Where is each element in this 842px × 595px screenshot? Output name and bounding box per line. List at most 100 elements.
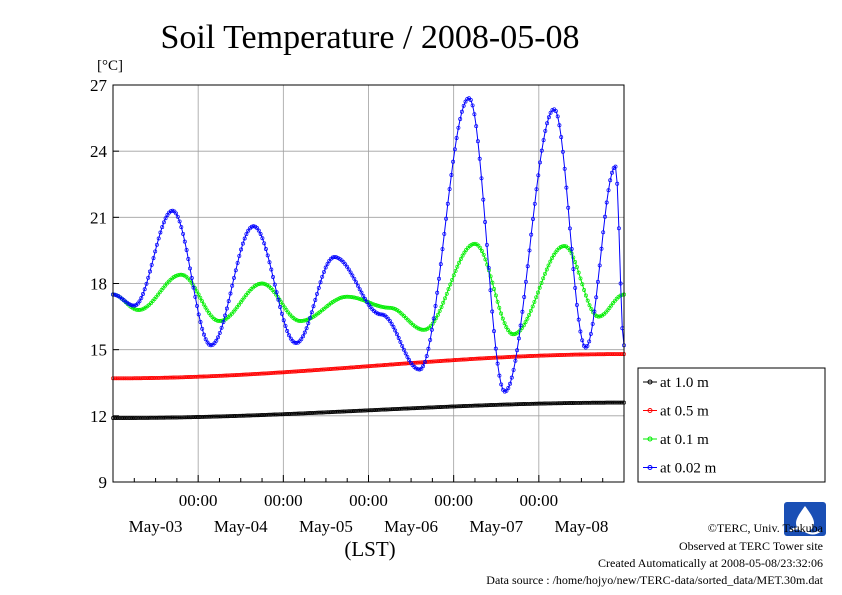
data-point xyxy=(613,164,618,169)
data-point xyxy=(247,372,252,377)
data-point xyxy=(116,376,121,381)
data-point xyxy=(522,402,527,406)
data-point xyxy=(175,273,180,278)
data-point xyxy=(192,374,197,379)
data-point xyxy=(532,201,537,206)
data-point xyxy=(364,300,369,304)
data-point xyxy=(196,312,201,317)
data-point xyxy=(441,404,445,409)
data-point xyxy=(232,275,236,280)
data-point xyxy=(357,364,362,369)
data-point xyxy=(439,305,444,309)
data-point xyxy=(221,373,225,378)
data-point xyxy=(415,367,420,372)
data-point xyxy=(611,301,615,306)
data-point xyxy=(546,263,551,268)
data-point xyxy=(226,414,231,419)
data-point xyxy=(492,329,496,334)
data-point xyxy=(195,303,199,308)
data-point xyxy=(536,290,540,295)
data-point xyxy=(616,226,621,231)
data-point xyxy=(545,401,550,406)
data-point xyxy=(496,402,500,407)
data-point xyxy=(352,276,357,281)
data-point xyxy=(361,293,366,298)
data-point xyxy=(594,314,599,319)
credit-copyright: ©TERC, Univ. Tsukuba xyxy=(708,521,824,535)
data-point xyxy=(345,409,350,414)
data-point xyxy=(584,400,589,405)
data-point xyxy=(389,305,394,310)
data-point xyxy=(449,173,454,177)
data-point xyxy=(386,362,390,367)
data-point xyxy=(579,352,584,357)
data-point xyxy=(481,252,486,257)
data-point xyxy=(158,230,163,235)
data-point xyxy=(322,410,327,415)
data-point xyxy=(417,367,422,372)
data-point xyxy=(531,217,535,221)
data-point xyxy=(179,225,184,230)
data-point xyxy=(150,415,154,420)
data-point xyxy=(190,374,195,379)
data-point xyxy=(446,287,451,292)
data-point xyxy=(469,403,474,408)
plot-frame xyxy=(112,84,625,483)
data-point xyxy=(378,407,383,412)
data-point xyxy=(116,416,121,420)
data-point xyxy=(303,318,308,323)
data-point xyxy=(433,405,438,410)
data-point xyxy=(260,281,264,286)
data-point xyxy=(345,294,350,299)
data-point xyxy=(252,413,257,418)
data-point xyxy=(217,319,222,323)
data-point xyxy=(134,307,139,312)
data-point xyxy=(309,368,314,373)
data-point xyxy=(576,317,581,322)
y-tick-label: 24 xyxy=(90,142,108,161)
data-point xyxy=(414,406,419,411)
data-point xyxy=(460,404,465,409)
data-point xyxy=(606,188,611,193)
data-point xyxy=(524,401,529,406)
data-point xyxy=(555,114,560,119)
data-point xyxy=(315,410,319,415)
data-point xyxy=(444,216,449,221)
data-point xyxy=(467,357,472,362)
data-point xyxy=(281,370,286,375)
data-point xyxy=(495,299,500,304)
data-point xyxy=(154,242,159,247)
data-point xyxy=(260,236,265,241)
data-point xyxy=(442,231,447,236)
data-point xyxy=(142,415,147,420)
data-point xyxy=(261,413,266,417)
data-point xyxy=(258,232,263,236)
data-point xyxy=(189,280,194,285)
data-point xyxy=(272,290,277,295)
data-point xyxy=(601,230,606,235)
data-point xyxy=(569,247,574,251)
data-point xyxy=(618,293,623,298)
data-point xyxy=(177,219,182,224)
data-point xyxy=(338,366,343,371)
data-point xyxy=(583,293,588,298)
data-point xyxy=(593,352,598,357)
data-point xyxy=(166,415,170,420)
data-point xyxy=(178,375,183,380)
data-point xyxy=(130,416,135,420)
data-point xyxy=(511,332,516,337)
data-point xyxy=(185,375,190,380)
data-point xyxy=(506,386,511,390)
data-point xyxy=(437,308,442,313)
data-point xyxy=(592,309,597,314)
data-point xyxy=(553,109,558,114)
data-point xyxy=(176,375,181,380)
data-point xyxy=(586,352,591,357)
data-point xyxy=(500,316,505,321)
data-point xyxy=(318,280,323,285)
data-point xyxy=(144,415,149,420)
data-point xyxy=(446,404,451,409)
data-point xyxy=(539,148,544,153)
terc-logo xyxy=(784,502,826,536)
